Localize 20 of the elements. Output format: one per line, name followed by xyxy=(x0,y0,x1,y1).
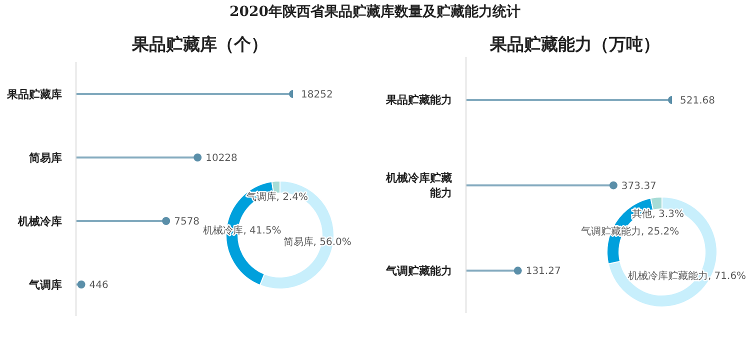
data-label: 373.37 xyxy=(621,180,656,192)
y-tick-label: 机械冷库 xyxy=(17,214,62,228)
y-tick-label: 机械冷库贮藏能力 xyxy=(385,171,452,199)
data-label: 10228 xyxy=(206,153,238,164)
y-tick-label: 果品贮藏库 xyxy=(6,87,62,100)
data-label: 18252 xyxy=(301,90,333,101)
chart-subtitle: 果品贮藏能力（万吨） xyxy=(488,34,661,56)
slice-label: 简易库, 56.0% xyxy=(283,236,352,248)
data-label: 521.68 xyxy=(680,96,715,107)
text: 2020年陕西省果品贮藏库数量及贮藏能力统计 xyxy=(228,3,522,21)
chart-subtitle: 果品贮藏库（个） xyxy=(130,34,269,56)
slice-label: 其他, 3.3% xyxy=(632,208,684,220)
slice-label: 机械冷库贮藏能力, 71.6% xyxy=(628,269,746,282)
data-label: 7578 xyxy=(174,216,200,228)
data-label: 446 xyxy=(89,280,108,292)
y-tick-label: 简易库 xyxy=(28,150,62,164)
y-tick-label: 气调贮藏能力 xyxy=(385,264,452,277)
y-tick-label: 气调库 xyxy=(28,278,62,291)
y-tick-label: 果品贮藏能力 xyxy=(385,93,452,106)
data-label: 131.27 xyxy=(526,266,561,278)
